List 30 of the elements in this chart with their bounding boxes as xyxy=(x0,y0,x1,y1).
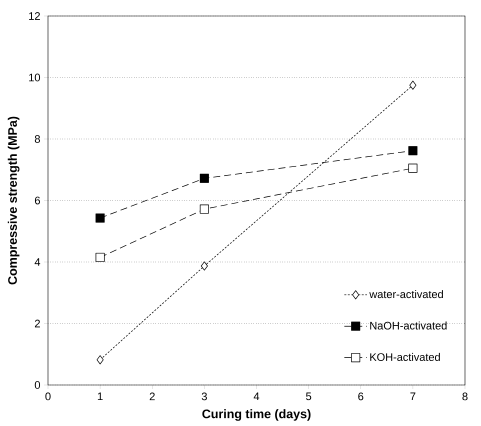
y-tick-label: 12 xyxy=(29,12,40,20)
point xyxy=(96,355,104,364)
legend-label: NaOH-activated xyxy=(370,322,447,330)
y-tick-label: 10 xyxy=(29,74,40,82)
point xyxy=(200,261,208,271)
legend-label: water-activated xyxy=(369,290,443,298)
point xyxy=(408,164,418,173)
x-tick-label: 4 xyxy=(254,392,260,400)
x-tick-label: 3 xyxy=(202,392,207,400)
y-tick-label: 6 xyxy=(34,196,40,204)
point xyxy=(200,174,209,183)
x-axis-title: Curing time (days) xyxy=(202,409,311,421)
y-tick-label: 4 xyxy=(34,258,40,266)
legend-label: KOH-activated xyxy=(370,352,440,361)
x-tick-label: 0 xyxy=(45,392,51,400)
x-tick-label: 2 xyxy=(150,392,155,400)
x-tick-label: 8 xyxy=(462,392,468,400)
point xyxy=(200,204,209,214)
y-tick-label: 2 xyxy=(34,320,40,328)
point xyxy=(409,80,416,90)
point xyxy=(96,213,105,223)
y-tick-label: 8 xyxy=(34,135,40,143)
point xyxy=(96,252,105,262)
y-axis-title: Compressive strength (MPa) xyxy=(8,116,20,284)
x-tick-label: 5 xyxy=(306,392,312,400)
point xyxy=(408,146,418,156)
x-tick-label: 6 xyxy=(358,392,364,400)
x-tick-label: 7 xyxy=(410,392,416,400)
y-tick-label: 0 xyxy=(34,381,40,389)
x-tick-label: 1 xyxy=(98,392,103,400)
